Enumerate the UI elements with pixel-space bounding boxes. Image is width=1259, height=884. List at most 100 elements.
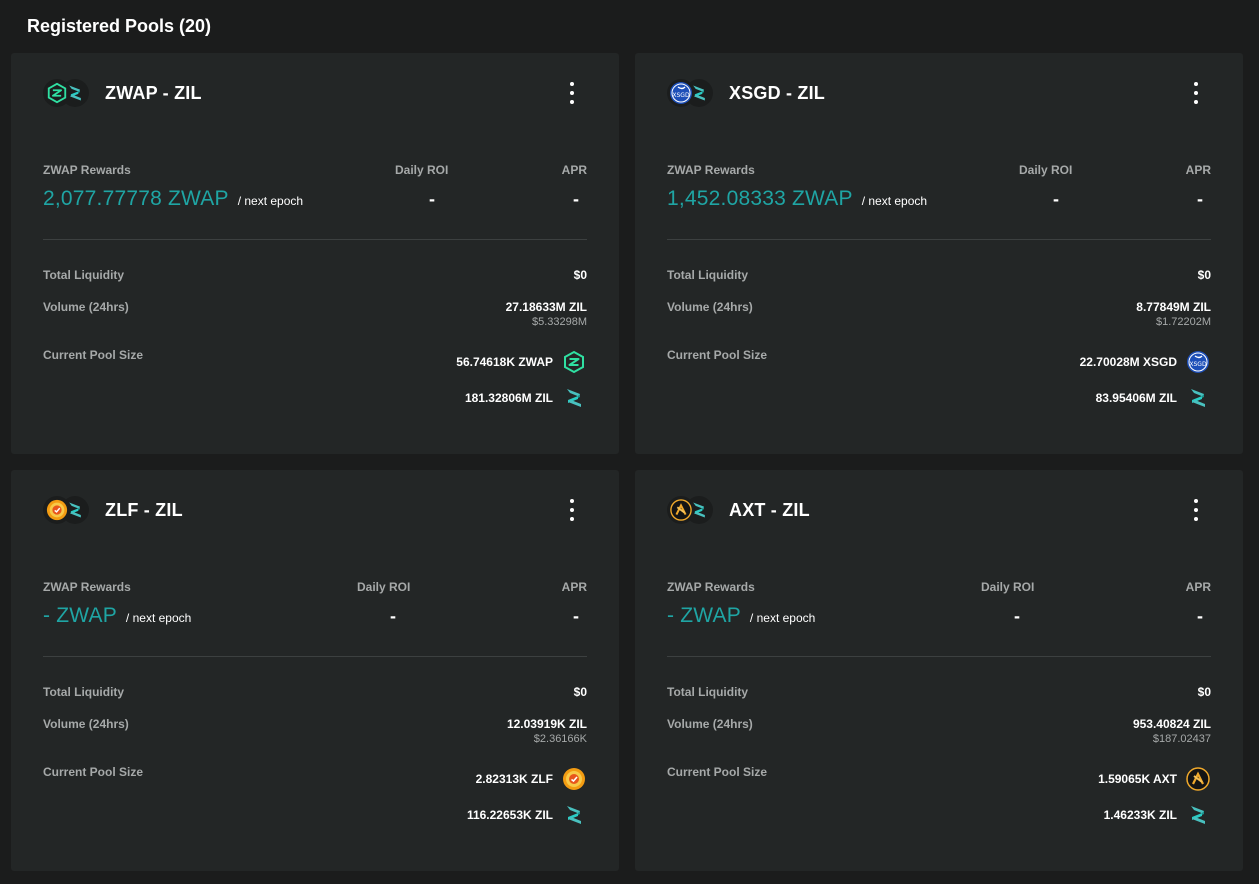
rewards-amount: - ZWAP (43, 604, 117, 627)
more-options-button[interactable] (562, 82, 582, 104)
xsgd-icon (1185, 349, 1211, 375)
total-liquidity-value: $0 (573, 268, 587, 282)
divider (667, 656, 1211, 657)
xsgd-icon (667, 79, 695, 107)
total-liquidity-value: $0 (1197, 685, 1211, 699)
apr-label: APR (1185, 580, 1211, 594)
rewards-label: ZWAP Rewards (667, 163, 755, 177)
apr-value: - (1197, 189, 1203, 209)
pool-size-token-amount: 2.82313K ZLF (475, 772, 553, 786)
pool-size-token: 2.82313K ZLF (476, 766, 587, 792)
epoch-label: / next epoch (125, 611, 192, 625)
pool-size-zil: 181.32806M ZIL (465, 385, 587, 411)
zlf-icon (43, 496, 71, 524)
pool-card-axt-zil: AXT - ZIL ZWAP Rewards Daily ROI APR - Z… (635, 470, 1243, 871)
rewards-label: ZWAP Rewards (43, 163, 131, 177)
daily-roi-value: - (1014, 606, 1020, 626)
apr-label: APR (1185, 163, 1211, 177)
apr-label: APR (561, 580, 587, 594)
zwap-icon (43, 79, 71, 107)
volume-label: Volume (24hrs) (667, 717, 753, 731)
volume-usd: $5.33298M (531, 316, 587, 328)
axt-icon (1185, 766, 1211, 792)
volume-value: 8.77849M ZIL $1.72202M (1136, 300, 1211, 328)
pool-size-label: Current Pool Size (667, 765, 768, 779)
pool-size-token: 22.70028M XSGD (1080, 349, 1211, 375)
pool-size-zil-amount: 1.46233K ZIL (1103, 808, 1177, 822)
token-pair-icons (667, 494, 717, 526)
rewards-label: ZWAP Rewards (667, 580, 755, 594)
token-pair-icons (667, 77, 717, 109)
volume-zil: 953.40824 ZIL (1132, 717, 1211, 731)
volume-zil: 8.77849M ZIL (1136, 300, 1211, 314)
daily-roi-label: Daily ROI (357, 580, 411, 594)
zlf-icon (561, 766, 587, 792)
total-liquidity-label: Total Liquidity (43, 268, 125, 282)
more-options-button[interactable] (1186, 499, 1206, 521)
pool-card-header: ZWAP - ZIL (43, 77, 202, 109)
volume-value: 27.18633M ZIL $5.33298M (506, 300, 587, 328)
rewards-value: - ZWAP / next epoch (43, 604, 191, 628)
more-options-button[interactable] (1186, 82, 1206, 104)
apr-label: APR (561, 163, 587, 177)
volume-label: Volume (24hrs) (43, 300, 129, 314)
pool-size-token: 56.74618K ZWAP (456, 349, 587, 375)
rewards-label: ZWAP Rewards (43, 580, 131, 594)
epoch-label: / next epoch (237, 194, 304, 208)
more-options-button[interactable] (562, 499, 582, 521)
pool-size-zil-amount: 116.22653K ZIL (466, 808, 553, 822)
zil-icon (1185, 802, 1211, 828)
total-liquidity-value: $0 (1197, 268, 1211, 282)
daily-roi-value: - (390, 606, 396, 626)
rewards-amount: 2,077.77778 ZWAP (43, 187, 229, 210)
pool-size-zil-amount: 83.95406M ZIL (1095, 391, 1177, 405)
divider (667, 239, 1211, 240)
pool-size-label: Current Pool Size (667, 348, 768, 362)
volume-value: 953.40824 ZIL $187.02437 (1133, 717, 1211, 745)
pool-title: AXT - ZIL (729, 499, 810, 520)
pool-size-zil: 83.95406M ZIL (1096, 385, 1211, 411)
divider (43, 656, 587, 657)
daily-roi-label: Daily ROI (1019, 163, 1073, 177)
daily-roi-value: - (429, 189, 435, 209)
rewards-value: - ZWAP / next epoch (667, 604, 815, 628)
zil-icon (1185, 385, 1211, 411)
token-pair-icons (43, 77, 93, 109)
volume-usd: $1.72202M (1155, 316, 1211, 328)
pool-title: XSGD - ZIL (729, 82, 825, 103)
pool-size-zil-amount: 181.32806M ZIL (464, 391, 553, 405)
pool-card-zlf-zil: ZLF - ZIL ZWAP Rewards Daily ROI APR - Z… (11, 470, 619, 871)
daily-roi-label: Daily ROI (981, 580, 1035, 594)
pool-size-label: Current Pool Size (43, 348, 144, 362)
pool-card-header: XSGD - ZIL (667, 77, 825, 109)
zil-icon (561, 802, 587, 828)
pool-card-xsgd-zil: XSGD - ZIL ZWAP Rewards Daily ROI APR 1,… (635, 53, 1243, 454)
volume-zil: 27.18633M ZIL (505, 300, 587, 314)
apr-value: - (573, 189, 579, 209)
page-title: Registered Pools (20) (27, 16, 212, 36)
volume-value: 12.03919K ZIL $2.36166K (507, 717, 587, 745)
pool-size-zil: 116.22653K ZIL (467, 802, 587, 828)
pool-size-zil: 1.46233K ZIL (1104, 802, 1211, 828)
zil-icon (561, 385, 587, 411)
pool-card-header: AXT - ZIL (667, 494, 810, 526)
epoch-label: / next epoch (861, 194, 928, 208)
daily-roi-value: - (1053, 189, 1059, 209)
token-pair-icons (43, 494, 93, 526)
rewards-value: 2,077.77778 ZWAP / next epoch (43, 187, 303, 211)
zwap-icon (561, 349, 587, 375)
pool-card-header: ZLF - ZIL (43, 494, 183, 526)
pool-card-zwap-zil: ZWAP - ZIL ZWAP Rewards Daily ROI APR 2,… (11, 53, 619, 454)
total-liquidity-value: $0 (573, 685, 587, 699)
pool-size-token-amount: 1.59065K AXT (1098, 772, 1177, 786)
total-liquidity-label: Total Liquidity (43, 685, 125, 699)
volume-usd: $187.02437 (1152, 733, 1211, 745)
volume-usd: $2.36166K (533, 733, 587, 745)
rewards-amount: 1,452.08333 ZWAP (667, 187, 853, 210)
daily-roi-label: Daily ROI (395, 163, 449, 177)
rewards-value: 1,452.08333 ZWAP / next epoch (667, 187, 927, 211)
apr-value: - (573, 606, 579, 626)
epoch-label: / next epoch (749, 611, 816, 625)
axt-icon (667, 496, 695, 524)
pool-size-token-amount: 56.74618K ZWAP (456, 355, 553, 369)
